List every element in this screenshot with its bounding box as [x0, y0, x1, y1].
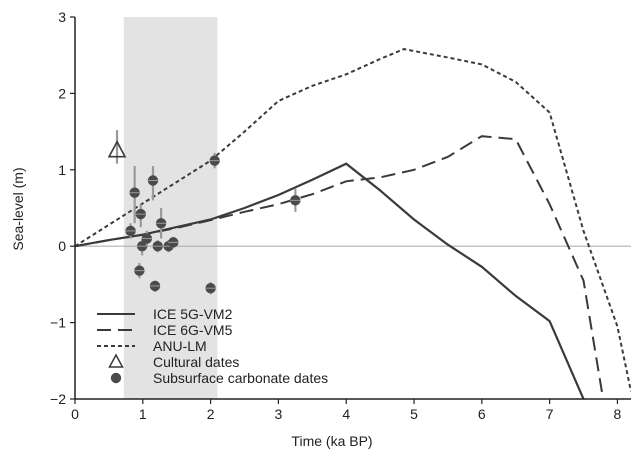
- legend-label-anu-lm: ANU-LM: [153, 338, 207, 354]
- y-tick-label: −1: [50, 315, 66, 331]
- legend-swatch-subsurface-carbonate-dates: [110, 372, 122, 384]
- y-tick-label: −2: [50, 391, 66, 407]
- x-tick-label: 5: [410, 406, 418, 422]
- legend-label-cultural-dates: Cultural dates: [153, 354, 239, 370]
- y-tick-label: 1: [58, 162, 66, 178]
- x-tick-label: 7: [546, 406, 554, 422]
- legend-swatch-cultural-dates: [108, 353, 124, 368]
- y-tick-label: 2: [58, 85, 66, 101]
- x-tick-label: 0: [71, 406, 79, 422]
- x-tick-label: 4: [342, 406, 350, 422]
- cultural-date-point: [107, 139, 127, 158]
- y-tick-label: 0: [58, 238, 66, 254]
- y-tick-label: 3: [58, 9, 66, 25]
- x-tick-label: 1: [139, 406, 147, 422]
- x-tick-label: 2: [207, 406, 215, 422]
- x-tick-label: 6: [478, 406, 486, 422]
- shaded-period: [123, 17, 218, 399]
- x-tick-label: 3: [275, 406, 283, 422]
- series-line-anu-lm: [75, 48, 631, 392]
- y-axis-label: Sea-level (m): [10, 167, 26, 250]
- legend-label-ice-6g-vm5: ICE 6G-VM5: [153, 322, 233, 338]
- series-line-ice-6g-vm5: [75, 135, 605, 399]
- legend-label-subsurface-carbonate-dates: Subsurface carbonate dates: [153, 370, 328, 386]
- legend-label-ice-5g-vm2: ICE 5G-VM2: [153, 306, 233, 322]
- x-tick-label: 8: [614, 406, 622, 422]
- x-axis-label: Time (ka BP): [291, 433, 372, 449]
